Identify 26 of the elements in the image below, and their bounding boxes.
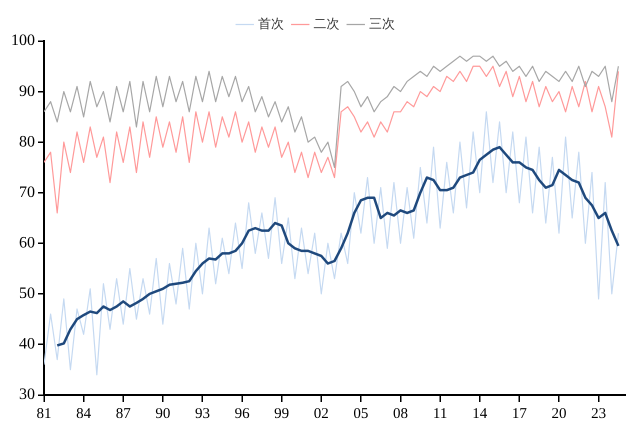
y-tick-label: 50 — [19, 285, 35, 302]
x-tick-label: 93 — [194, 406, 210, 422]
y-tick-label: 40 — [19, 336, 35, 353]
legend-label: 三次 — [368, 16, 395, 32]
x-tick-label: 14 — [472, 406, 488, 422]
y-tick-label: 70 — [19, 184, 35, 201]
x-tick-label: 84 — [76, 406, 92, 422]
y-tick-label: 60 — [19, 234, 35, 252]
x-tick-label: 02 — [314, 406, 329, 422]
x-tick-label: 99 — [274, 406, 290, 422]
x-tick-label: 08 — [393, 406, 408, 422]
y-tick-label: 30 — [19, 386, 35, 404]
x-tick-label: 20 — [551, 406, 566, 422]
x-tick-label: 96 — [234, 406, 250, 422]
x-tick-label: 05 — [353, 406, 368, 422]
y-tick-label: 100 — [11, 32, 35, 50]
y-tick-label: 90 — [19, 82, 35, 100]
x-tick-label: 11 — [432, 406, 448, 422]
x-tick-label: 23 — [591, 406, 606, 422]
x-tick-label: 17 — [512, 406, 528, 422]
x-tick-label: 81 — [36, 406, 52, 422]
legend-label: 二次 — [313, 16, 340, 32]
x-tick-label: 90 — [155, 406, 170, 422]
y-tick-label: 80 — [19, 133, 35, 150]
legend-label: 首次 — [258, 16, 284, 32]
x-tick-label: 87 — [116, 406, 132, 422]
